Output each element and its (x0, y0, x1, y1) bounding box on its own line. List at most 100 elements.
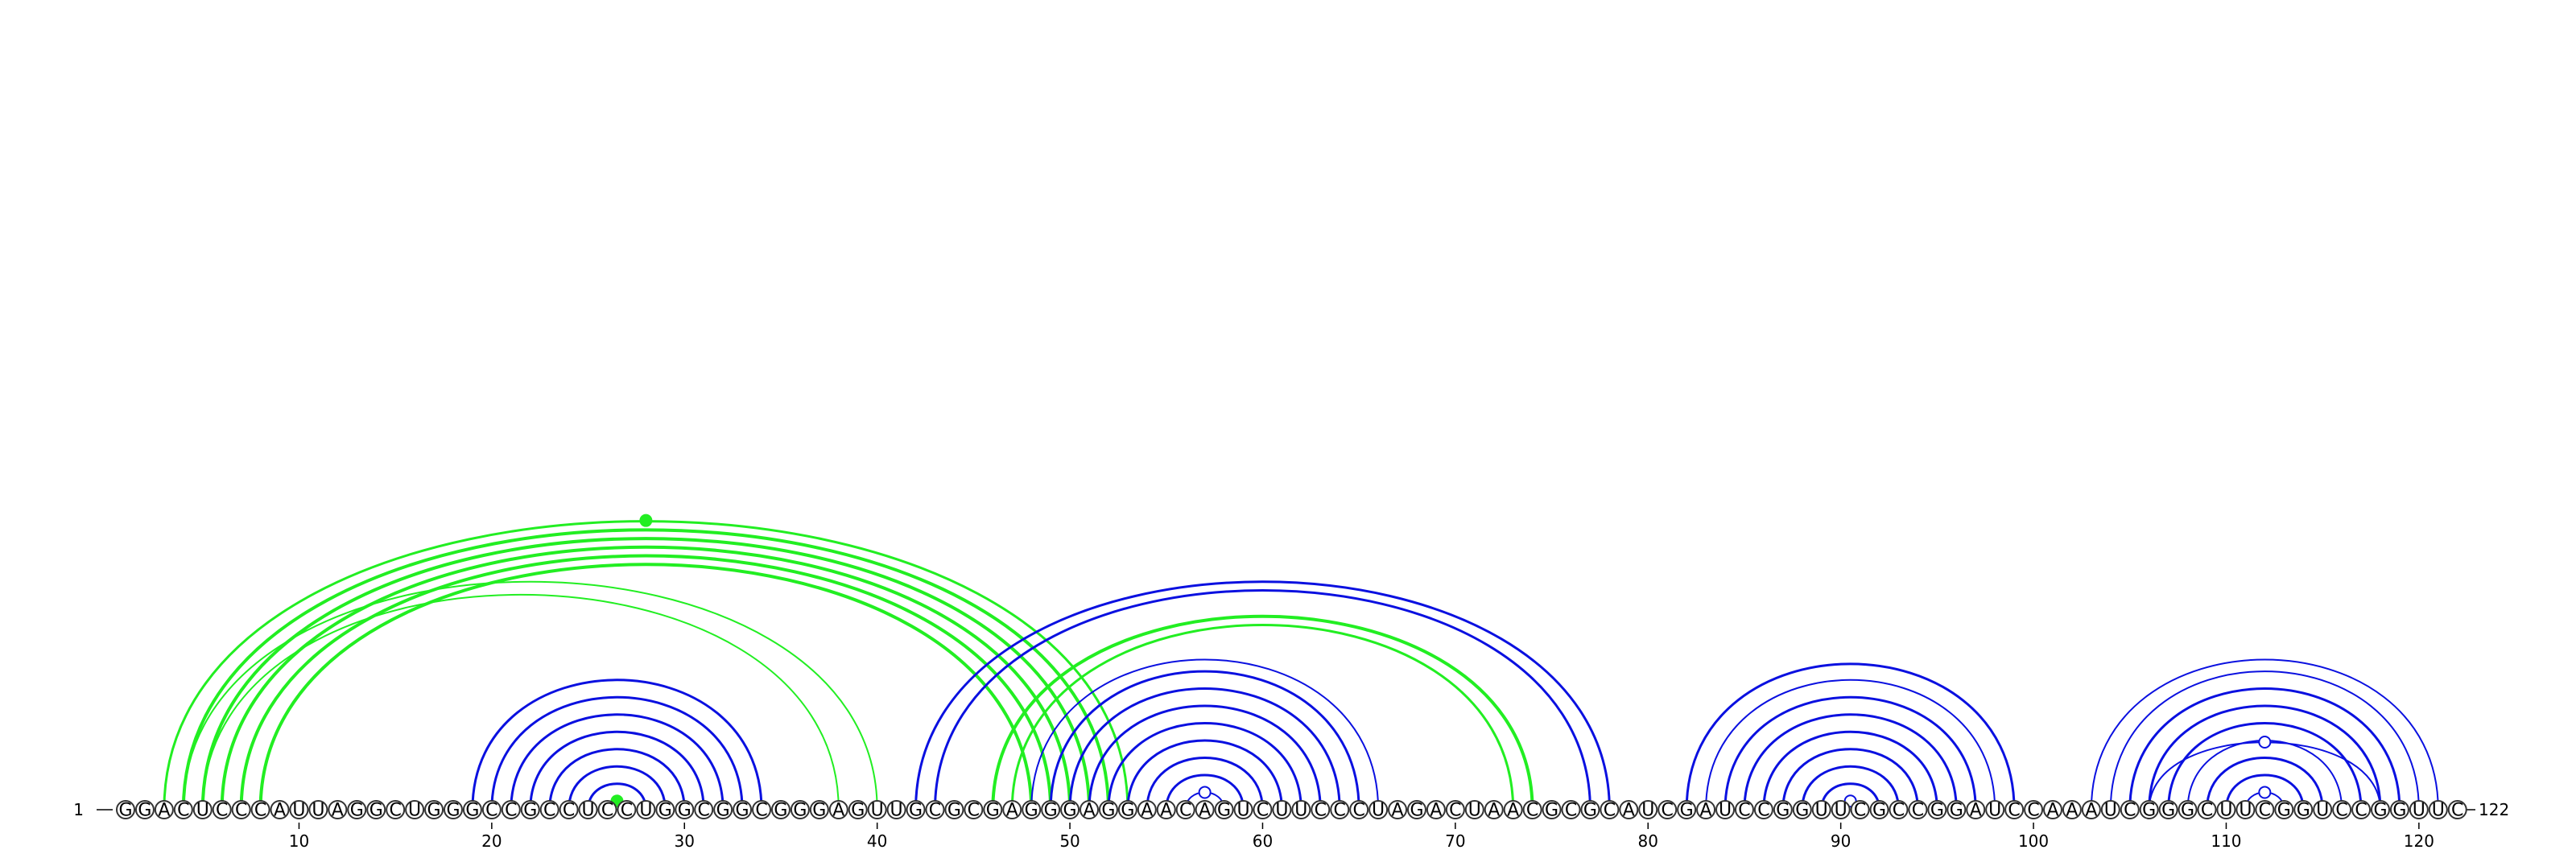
nucleotide-letter: G (658, 801, 672, 821)
nucleotide-circle (2447, 800, 2467, 819)
nucleotide-letter: G (812, 801, 826, 821)
nucleotide-letter: G (1680, 801, 1694, 821)
axis-tick-label: 20 (481, 831, 502, 851)
nucleotide-circle (462, 800, 482, 819)
nucleotide: U (2100, 800, 2120, 821)
nucleotide-letter: U (312, 801, 324, 821)
nucleotide-circle (1445, 800, 1465, 819)
nucleotide: U (1233, 800, 1253, 821)
nucleotide-circle (2274, 800, 2294, 819)
nucleotide-circle (1985, 800, 2005, 819)
axis-tick-label: 30 (675, 831, 695, 851)
nucleotide: U (192, 800, 213, 821)
nucleotide: A (1966, 800, 1986, 821)
nucleotide: G (2158, 800, 2178, 821)
nucleotide: U (1291, 800, 1311, 821)
nucleotide-circle (1233, 800, 1253, 819)
nucleotide-circle (2139, 800, 2159, 819)
nucleotide-letter: C (1912, 801, 1924, 821)
nucleotide-letter: G (947, 801, 961, 821)
nucleotide-letter: G (118, 801, 132, 821)
nucleotide-circle (2428, 800, 2448, 819)
nucleotide-circle (770, 800, 791, 819)
nucleotide-letter: G (1121, 801, 1134, 821)
nucleotide-letter: U (196, 801, 209, 821)
nucleotide-letter: G (465, 801, 479, 821)
nucleotide-circle (886, 800, 906, 819)
nucleotide-letter: G (2142, 801, 2156, 821)
nucleotide-letter: U (582, 801, 595, 821)
nucleotide-letter: A (1160, 801, 1172, 821)
nucleotide: C (501, 800, 521, 821)
nucleotide: G (1927, 800, 1947, 821)
nucleotide-letter: G (1063, 801, 1077, 821)
nucleotide-circle (289, 800, 309, 819)
base-pair-arc (1107, 722, 1302, 811)
nucleotide-circle (1850, 800, 1870, 819)
nucleotide: G (733, 800, 753, 821)
nucleotide-circle (906, 800, 926, 819)
nucleotide-letter: U (292, 801, 305, 821)
axis-tick-label: 70 (1445, 831, 1465, 851)
nucleotide-letter: C (1854, 801, 1866, 821)
nucleotide-letter: C (1565, 801, 1577, 821)
nucleotide-letter: A (2046, 801, 2058, 821)
nucleotide: G (848, 800, 868, 821)
end-label: 122 (2479, 800, 2509, 819)
nucleotide: C (559, 800, 579, 821)
nucleotide: A (1137, 800, 1157, 821)
nucleotide-letter: G (986, 801, 1000, 821)
nucleotide-circle (2313, 800, 2333, 819)
base-pair-arc (1030, 658, 1380, 811)
nucleotide-circle (694, 800, 714, 819)
base-pair-arc (933, 589, 1591, 811)
base-pair-arc (568, 765, 667, 811)
nucleotide-circle (1060, 800, 1080, 819)
nucleotide-letter: C (1352, 801, 1364, 821)
nucleotide-letter: G (1101, 801, 1115, 821)
nucleotide: C (1734, 800, 1754, 821)
nucleotide-circle (655, 800, 675, 819)
nucleotide-circle (1831, 800, 1851, 819)
nucleotide-circle (2004, 800, 2025, 819)
axis-tick-label: 90 (1831, 831, 1851, 851)
base-pair-arc (2206, 757, 2324, 811)
base-pair-arc (201, 594, 840, 811)
nucleotide: U (2313, 800, 2333, 821)
nucleotide-letter: G (2277, 801, 2291, 821)
nucleotide: U (1811, 800, 1831, 821)
nucleotide-letter: U (871, 801, 884, 821)
nucleotide-letter: C (1604, 801, 1616, 821)
nucleotide: C (539, 800, 559, 821)
nucleotide-circle (1137, 800, 1157, 819)
nucleotide: A (1388, 800, 1408, 821)
nucleotide: G (1060, 800, 1080, 821)
nucleotide: C (1311, 800, 1331, 821)
base-pair-arc (1801, 765, 1900, 811)
nucleotide: G (443, 800, 463, 821)
nucleotide-circle (1503, 800, 1523, 819)
base-pair-arc (1068, 687, 1341, 811)
nucleotide-letter: C (601, 801, 613, 821)
nucleotide: A (1156, 800, 1176, 821)
base-pair-arc (1820, 782, 1881, 811)
nucleotide-circle (964, 800, 984, 819)
axis-tick-label: 50 (1059, 831, 1080, 851)
nucleotide-circle (983, 800, 1003, 819)
nucleotide-letter: G (1044, 801, 1058, 821)
nucleotide: G (1677, 800, 1697, 821)
base-pair-arc (1049, 670, 1360, 811)
nucleotide-circle (2100, 800, 2120, 819)
nucleotide-circle (1311, 800, 1331, 819)
nucleotide-letter: G (793, 801, 807, 821)
nucleotide-circle (1406, 800, 1426, 819)
nucleotide: G (2389, 800, 2409, 821)
nucleotide: G (1117, 800, 1137, 821)
nucleotide: G (2139, 800, 2159, 821)
nucleotide-circle (617, 800, 637, 819)
nucleotide: C (386, 800, 406, 821)
axis-tick-label: 80 (1638, 831, 1658, 851)
nucleotide-circle (2389, 800, 2409, 819)
nucleotide-letter: C (1738, 801, 1750, 821)
nucleotide-circle (1426, 800, 1446, 819)
